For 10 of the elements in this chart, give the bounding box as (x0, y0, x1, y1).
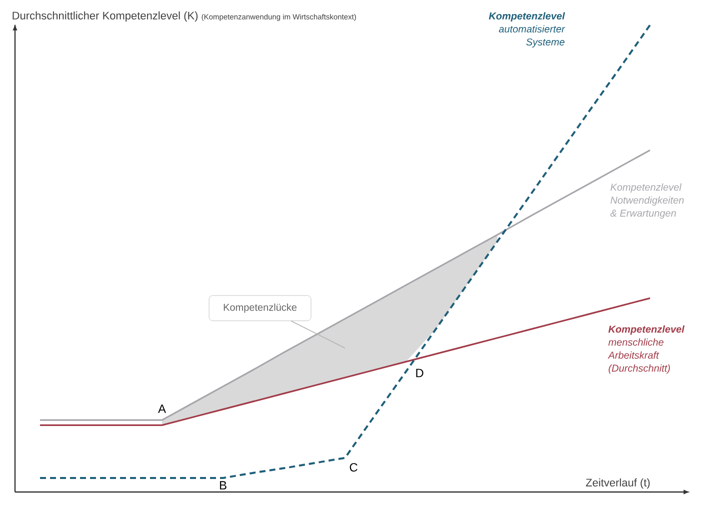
annotation: C (350, 463, 358, 472)
y-axis-title: Durchschnittlicher Kompetenzlevel (K) (12, 11, 198, 22)
annotation: B (220, 481, 226, 490)
series-label: Kompetenzlevel menschliche Arbeitskraft (Durchschnitt) (608, 325, 685, 374)
text: Kompetenzlevel automatisierter Systeme (488, 12, 566, 48)
annotation: D (416, 368, 424, 378)
annotation: Kompetenzlücke (224, 303, 297, 313)
annotation: A (158, 404, 166, 413)
series-label: Kompetenzlevel Notwendigkeiten & Erwartungen (610, 183, 684, 219)
x-axis-title: Zeitverlauf (t) (586, 478, 650, 489)
